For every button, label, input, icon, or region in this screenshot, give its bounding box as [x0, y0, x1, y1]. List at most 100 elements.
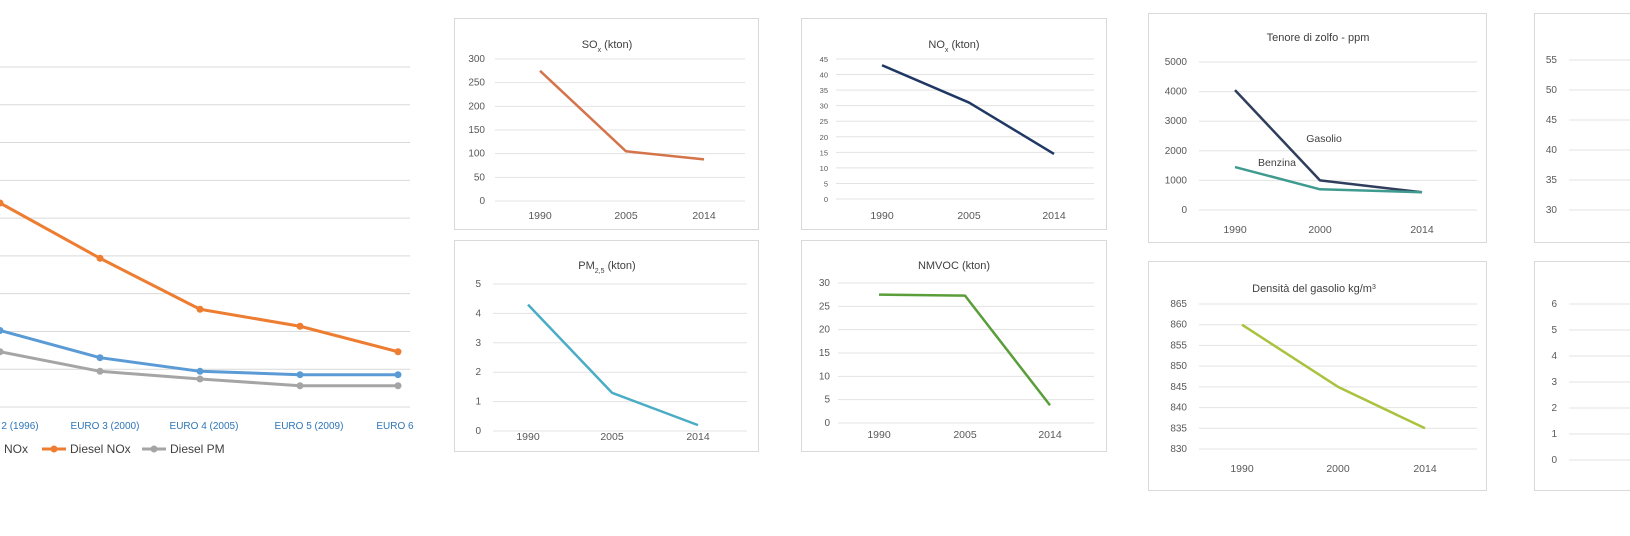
y-tick-label: 25 [820, 117, 828, 126]
data-point [196, 367, 204, 375]
y-tick-label: 2 [1551, 403, 1557, 414]
data-point [296, 371, 304, 379]
y-tick-label: 5 [824, 395, 830, 406]
y-tick-label: 50 [1546, 85, 1558, 96]
y-tick-label: 10 [820, 164, 828, 173]
y-tick-label: 5 [824, 179, 828, 188]
y-tick-label: 45 [820, 55, 828, 64]
y-tick-label: 1 [475, 397, 481, 408]
y-tick-label: 100 [468, 149, 485, 160]
cropped-chart-bottom: 6 5 4 3 2 1 0 [1534, 261, 1630, 491]
data-point [394, 348, 402, 356]
chart-title-subscript: x [598, 47, 602, 54]
x-tick-label: 2000 [1326, 463, 1350, 475]
cropped-plot-top: 55 50 45 40 35 30 [1546, 55, 1630, 216]
x-tick-label: 2014 [1042, 210, 1066, 222]
y-tick-label: 30 [820, 102, 828, 111]
y-tick-label: 15 [820, 148, 828, 157]
chart-title-suffix: (kton) [948, 39, 979, 51]
y-tick-label: 840 [1170, 403, 1187, 414]
y-tick-label: 25 [819, 301, 831, 312]
density-chart: Densità del gasolio kg/m3 865 860 855 850 845… [1148, 261, 1487, 491]
y-tick-label: 0 [475, 426, 481, 437]
y-tick-label: 5000 [1165, 57, 1188, 68]
y-tick-label: 1000 [1165, 175, 1188, 186]
chart-title-suffix: (kton) [605, 260, 636, 272]
chart-title-main: PM [578, 260, 595, 272]
y-tick-label: 250 [468, 78, 485, 89]
chart-title: Densità del gasolio kg/m3 [1252, 283, 1376, 295]
y-tick-label: 40 [820, 71, 828, 80]
x-tick-label: 2005 [614, 210, 638, 222]
y-tick-label: 150 [468, 125, 485, 136]
chart-title: NOx (kton) [928, 39, 979, 54]
y-tick-label: 200 [468, 101, 485, 112]
x-tick-label: 2005 [957, 210, 981, 222]
y-tick-label: 3 [475, 338, 481, 349]
x-tick-label: EURO 6 [376, 421, 414, 432]
series-label-benzina: Benzina [1258, 157, 1296, 169]
chart-title-subscript: 2,5 [595, 268, 605, 275]
sulfur-chart: Tenore di zolfo - ppm 5000 4000 3000 2000 100… [1148, 13, 1487, 243]
y-tick-label: 2000 [1165, 146, 1188, 157]
sox-plot: SOx (kton) 300 250 200 150 100 50 0 1990 2005 2014 [468, 39, 745, 222]
x-tick-label: 1990 [867, 429, 891, 441]
y-tick-label: 45 [1546, 115, 1558, 126]
x-tick-label: 2014 [1413, 463, 1437, 475]
euro-emissions-chart: 2 (1996) EURO 3 (2000) EURO 4 (2005) EURO 5… [0, 0, 415, 480]
data-point [0, 348, 4, 356]
cropped-plot-bottom: 6 5 4 3 2 1 0 [1551, 299, 1630, 466]
y-tick-label: 40 [1546, 145, 1558, 156]
data-point [394, 382, 402, 390]
y-tick-label: 20 [820, 133, 828, 142]
euro-emissions-plot: 2 (1996) EURO 3 (2000) EURO 4 (2005) EURO 5… [0, 66, 414, 456]
chart-title-main: SO [582, 39, 598, 51]
y-tick-label: 5 [1551, 325, 1557, 336]
series-line-1 [0, 201, 399, 354]
chart-title-suffix: (kton) [601, 39, 632, 51]
x-tick-label: 2000 [1308, 224, 1332, 236]
y-tick-label: 0 [479, 196, 485, 207]
chart-title: SOx (kton) [582, 39, 633, 54]
y-tick-label: 835 [1170, 423, 1187, 434]
y-tick-label: 3000 [1165, 116, 1188, 127]
x-tick-label: 2014 [692, 210, 716, 222]
data-point [0, 199, 4, 207]
y-tick-label: 20 [819, 325, 831, 336]
x-tick-label: 2014 [686, 431, 710, 443]
data-point [96, 354, 104, 362]
x-tick-label: EURO 4 (2005) [170, 421, 239, 432]
data-point [96, 367, 104, 375]
data-point [296, 322, 304, 330]
series-line-0 [881, 64, 1055, 155]
legend-label-0: NOx [4, 442, 28, 456]
y-tick-label: 845 [1170, 382, 1187, 393]
y-tick-label: 15 [819, 348, 831, 359]
y-tick-label: 4000 [1165, 87, 1188, 98]
legend-label-2: Diesel PM [170, 442, 225, 456]
data-point [196, 305, 204, 313]
y-tick-label: 865 [1170, 299, 1187, 310]
chart-title-main: NMVOC (kton) [918, 260, 990, 272]
sulfur-plot: Tenore di zolfo - ppm 5000 4000 3000 2000 100… [1165, 32, 1477, 236]
x-tick-label: EURO 3 (2000) [71, 421, 140, 432]
series-label-gasolio: Gasolio [1306, 133, 1342, 145]
sox-chart: SOx (kton) 300 250 200 150 100 50 0 1990 2005 2014 [454, 18, 759, 230]
x-tick-label: 1990 [528, 210, 552, 222]
nmvoc-chart: NMVOC (kton) 30 25 20 15 10 5 0 1990 2005 2014 [801, 240, 1107, 452]
pm25-chart: PM2,5 (kton) 5 4 3 2 1 0 1990 2005 2014 [454, 240, 759, 452]
x-tick-label: 2014 [1038, 429, 1062, 441]
data-point [0, 327, 4, 334]
data-point [296, 382, 304, 390]
y-tick-label: 35 [1546, 175, 1558, 186]
y-tick-label: 850 [1170, 361, 1187, 372]
legend-marker-1 [50, 445, 58, 453]
x-tick-label: 1990 [870, 210, 894, 222]
nox-chart: NOx (kton) 45 40 35 30 25 20 15 10 5 0 1990 2005 2014 [801, 18, 1107, 230]
y-tick-label: 855 [1170, 340, 1187, 351]
series-line-0 [539, 69, 705, 161]
y-tick-label: 1 [1551, 429, 1557, 440]
chart-title: Tenore di zolfo - ppm [1267, 32, 1370, 44]
legend-label-1: Diesel NOx [70, 442, 131, 456]
y-tick-label: 4 [475, 308, 481, 319]
